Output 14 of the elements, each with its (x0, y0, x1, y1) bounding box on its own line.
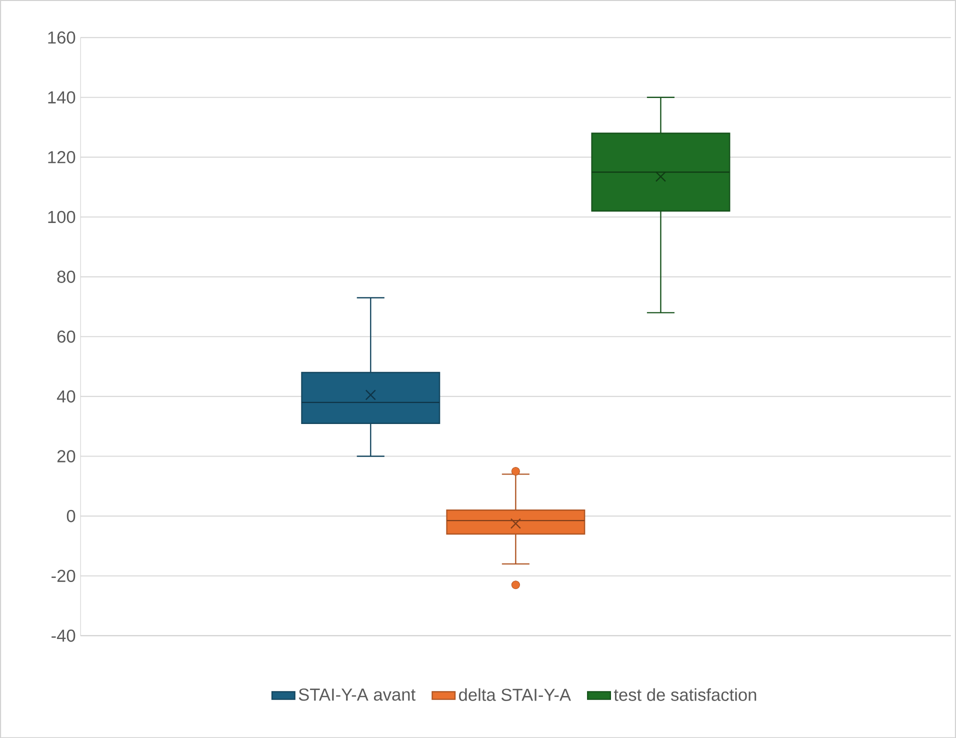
y-tick-label: -40 (52, 629, 76, 642)
y-tick-label: 60 (57, 330, 76, 343)
y-tick-label: 0 (66, 510, 76, 522)
legend-label: test de satisfaction (614, 688, 756, 701)
y-tick-label: 140 (48, 91, 76, 104)
legend-label: STAI-Y-A avant (298, 688, 416, 701)
y-tick-label: 40 (56, 390, 76, 402)
y-tick-label: -20 (52, 570, 76, 582)
y-tick-label: 80 (57, 270, 76, 283)
y-tick-label: 160 (48, 31, 76, 44)
y-tick-label: 20 (57, 450, 76, 462)
y-tick-label: 100 (48, 210, 76, 223)
y-tick-label: 120 (48, 150, 76, 164)
legend-label: delta STAI-Y-A (459, 688, 571, 701)
